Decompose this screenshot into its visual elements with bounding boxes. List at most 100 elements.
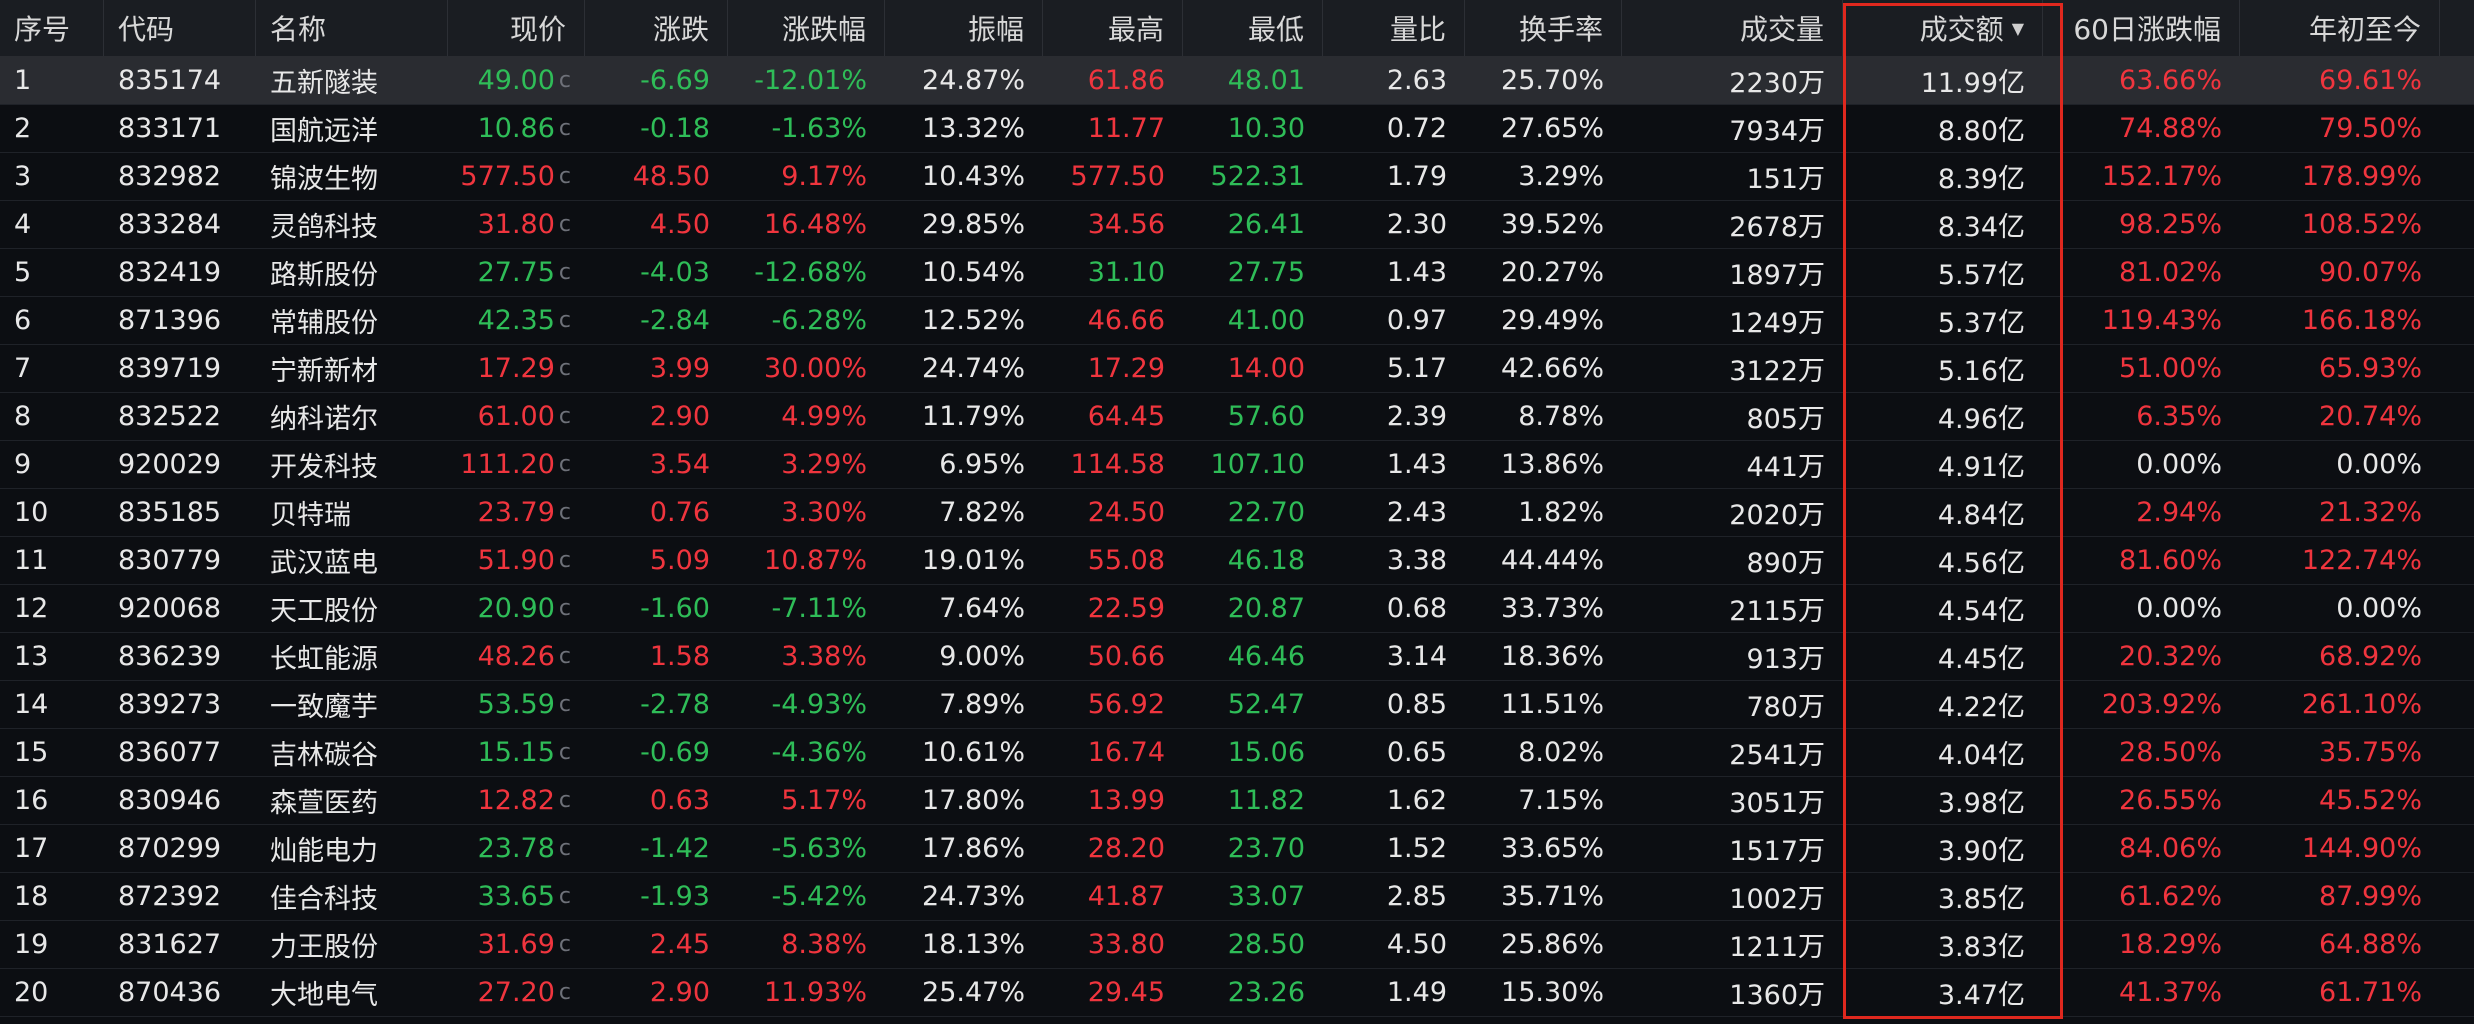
- cell-ytd: 0.00%: [2240, 440, 2440, 488]
- cell-change: -6.69: [585, 56, 728, 104]
- table-row[interactable]: 11 830779 武汉蓝电 51.90 c 5.09 10.87% 19.01% 55.08 4…: [0, 536, 2474, 585]
- cell-value: 107.10: [1210, 448, 1305, 480]
- column-header-pct[interactable]: 涨跌幅: [728, 0, 885, 56]
- column-header-high[interactable]: 最高: [1043, 0, 1183, 56]
- cell-price: 49.00 c: [448, 56, 585, 104]
- cell-name: 锦波生物: [256, 152, 448, 200]
- cell-high: 16.74: [1043, 728, 1183, 776]
- table-row[interactable]: 2 833171 国航远洋 10.86 c -0.18 -1.63% 13.32% 11.77 1…: [0, 104, 2474, 153]
- table-row[interactable]: 20 870436 大地电气 27.20 c 2.90 11.93% 25.47% 29.45 2…: [0, 968, 2474, 1017]
- cell-turn: 33.65%: [1465, 824, 1622, 872]
- cell-value: 835174: [118, 64, 222, 96]
- cell-value: 805万: [1746, 403, 1825, 435]
- cell-value: 4.50: [1386, 928, 1447, 960]
- cell-change: 2.45: [585, 920, 728, 968]
- cell-value: 25.86%: [1501, 928, 1604, 960]
- cell-value: 1.82%: [1518, 496, 1604, 528]
- cell-value: 7.15%: [1518, 784, 1604, 816]
- sort-desc-icon[interactable]: ▼: [2011, 18, 2024, 38]
- cell-change: 1.58: [585, 632, 728, 680]
- cell-value: -1.63%: [771, 112, 867, 144]
- cell-value: 3.29%: [1518, 160, 1604, 192]
- cell-value: 24.74%: [922, 352, 1025, 384]
- cell-value: 144.90%: [2301, 832, 2422, 864]
- table-row[interactable]: 7 839719 宁新新材 17.29 c 3.99 30.00% 24.74% 17.29 14…: [0, 344, 2474, 393]
- price-badge: c: [558, 211, 571, 237]
- cell-vol: 151万: [1622, 152, 1843, 200]
- cell-price: 15.15 c: [448, 728, 585, 776]
- table-row[interactable]: 8 832522 纳科诺尔 61.00 c 2.90 4.99% 11.79% 64.45 57.…: [0, 392, 2474, 441]
- cell-amt: 4.96亿: [1843, 392, 2043, 440]
- table-row[interactable]: 1 835174 五新隧装 49.00 c -6.69 -12.01% 24.87% 61.86…: [0, 56, 2474, 105]
- cell-vol: 1249万: [1622, 296, 1843, 344]
- table-row[interactable]: 4 833284 灵鸽科技 31.80 c 4.50 16.48% 29.85% 34.56 26…: [0, 200, 2474, 249]
- cell-value: 5.16亿: [1937, 355, 2025, 387]
- column-header-vr[interactable]: 量比: [1323, 0, 1465, 56]
- cell-ytd: 65.93%: [2240, 344, 2440, 392]
- cell-value: 27.20: [477, 976, 555, 1008]
- cell-value: 五新隧装: [270, 67, 378, 99]
- column-header-code[interactable]: 代码: [104, 0, 256, 56]
- cell-value: 3051万: [1729, 787, 1825, 819]
- table-row[interactable]: 18 872392 佳合科技 33.65 c -1.93 -5.42% 24.73% 41.87…: [0, 872, 2474, 921]
- cell-value: 108.52%: [2301, 208, 2422, 240]
- table-row[interactable]: 5 832419 路斯股份 27.75 c -4.03 -12.68% 10.54% 31.10…: [0, 248, 2474, 297]
- column-header-price[interactable]: 现价: [448, 0, 585, 56]
- cell-value: 61.00: [477, 400, 555, 432]
- column-header-d60[interactable]: 60日涨跌幅: [2043, 0, 2240, 56]
- column-header-ytd[interactable]: 年初至今: [2240, 0, 2440, 56]
- cell-value: 7.82%: [939, 496, 1025, 528]
- cell-value: 2678万: [1729, 211, 1825, 243]
- cell-high: 28.20: [1043, 824, 1183, 872]
- cell-price: 111.20 c: [448, 440, 585, 488]
- cell-amt: 5.37亿: [1843, 296, 2043, 344]
- cell-ytd: 79.50%: [2240, 104, 2440, 152]
- cell-pct: 3.38%: [728, 632, 885, 680]
- cell-name: 常辅股份: [256, 296, 448, 344]
- column-header-turn[interactable]: 换手率: [1465, 0, 1622, 56]
- table-row[interactable]: 9 920029 开发科技 111.20 c 3.54 3.29% 6.95% 114.58 10…: [0, 440, 2474, 489]
- cell-amp: 11.79%: [885, 392, 1043, 440]
- column-header-vol[interactable]: 成交量: [1622, 0, 1843, 56]
- cell-value: 33.07: [1227, 880, 1305, 912]
- cell-ytd: 90.07%: [2240, 248, 2440, 296]
- cell-change: -1.93: [585, 872, 728, 920]
- cell-value: 831627: [118, 928, 222, 960]
- cell-vol: 1517万: [1622, 824, 1843, 872]
- table-row[interactable]: 15 836077 吉林碳谷 15.15 c -0.69 -4.36% 10.61% 16.74…: [0, 728, 2474, 777]
- table-row[interactable]: 17 870299 灿能电力 23.78 c -1.42 -5.63% 17.86% 28.20…: [0, 824, 2474, 873]
- table-row[interactable]: 19 831627 力王股份 31.69 c 2.45 8.38% 18.13% 33.80 28…: [0, 920, 2474, 969]
- cell-change: -2.84: [585, 296, 728, 344]
- cell-value: 25.70%: [1501, 64, 1604, 96]
- table-row[interactable]: 10 835185 贝特瑞 23.79 c 0.76 3.30% 7.82% 24.50 22.7…: [0, 488, 2474, 537]
- cell-value: 44.44%: [1501, 544, 1604, 576]
- cell-vol: 2678万: [1622, 200, 1843, 248]
- column-header-change[interactable]: 涨跌: [585, 0, 728, 56]
- table-row[interactable]: 14 839273 一致魔芋 53.59 c -2.78 -4.93% 7.89% 56.92 5…: [0, 680, 2474, 729]
- column-header-name[interactable]: 名称: [256, 0, 448, 56]
- cell-d60: 20.32%: [2043, 632, 2240, 680]
- cell-value: 178.99%: [2301, 160, 2422, 192]
- cell-value: 4: [14, 208, 32, 240]
- cell-amp: 10.54%: [885, 248, 1043, 296]
- cell-value: 4.56亿: [1937, 547, 2025, 579]
- column-header-low[interactable]: 最低: [1183, 0, 1323, 56]
- cell-name: 灿能电力: [256, 824, 448, 872]
- column-header-amt[interactable]: 成交额 ▼: [1843, 0, 2043, 56]
- cell-vol: 780万: [1622, 680, 1843, 728]
- cell-value: 56.92: [1087, 688, 1165, 720]
- cell-vol: 7934万: [1622, 104, 1843, 152]
- cell-value: 11.77: [1087, 112, 1165, 144]
- cell-value: 4.91亿: [1937, 451, 2025, 483]
- table-row[interactable]: 16 830946 森萱医药 12.82 c 0.63 5.17% 17.80% 13.99 11…: [0, 776, 2474, 825]
- table-row[interactable]: 12 920068 天工股份 20.90 c -1.60 -7.11% 7.64% 22.59 2…: [0, 584, 2474, 633]
- cell-value: 98.25%: [2119, 208, 2222, 240]
- column-header-idx[interactable]: 序号: [0, 0, 104, 56]
- cell-value: 29.85%: [922, 208, 1025, 240]
- column-header-label: 名称: [270, 13, 327, 46]
- cell-value: 0.76: [649, 496, 710, 528]
- column-header-amp[interactable]: 振幅: [885, 0, 1043, 56]
- table-row[interactable]: 6 871396 常辅股份 42.35 c -2.84 -6.28% 12.52% 46.66 4…: [0, 296, 2474, 345]
- table-row[interactable]: 3 832982 锦波生物 577.50 c 48.50 9.17% 10.43% 577.50…: [0, 152, 2474, 201]
- table-row[interactable]: 13 836239 长虹能源 48.26 c 1.58 3.38% 9.00% 50.66 46.…: [0, 632, 2474, 681]
